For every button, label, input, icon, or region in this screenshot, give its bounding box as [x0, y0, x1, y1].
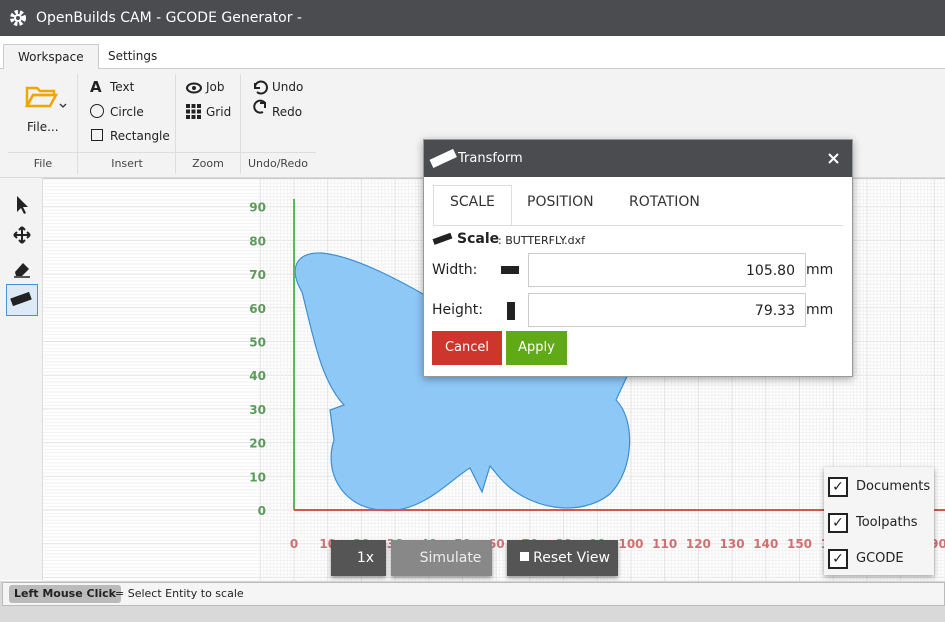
tab-bar: Workspace Settings	[0, 36, 945, 69]
eye-icon	[186, 82, 202, 94]
group-label: Zoom	[192, 157, 224, 170]
window-title: OpenBuilds CAM - GCODE Generator -	[36, 10, 302, 26]
text-icon: A	[90, 78, 102, 96]
y-tick-label: 80	[249, 234, 266, 248]
y-tick-label: 40	[249, 369, 266, 383]
width-input[interactable]: 105.80	[528, 253, 806, 287]
dialog-tab[interactable]: POSITION	[527, 194, 594, 210]
y-tick-label: 70	[249, 268, 266, 282]
layer-label: Documents	[856, 479, 931, 494]
reset-label: Reset View	[533, 550, 610, 566]
checkbox[interactable]: ✓	[828, 513, 848, 533]
width-icon	[501, 266, 519, 274]
separator	[240, 74, 241, 174]
x-tick-label: 110	[652, 537, 677, 551]
ruler-icon	[10, 291, 32, 307]
height-label: Height:	[432, 302, 483, 318]
x-tick-label: 120	[686, 537, 711, 551]
group-label: Undo/Redo	[247, 157, 309, 170]
insert-text[interactable]: Text	[110, 80, 135, 94]
tab[interactable]: Settings	[108, 49, 158, 63]
cancel-button[interactable]: Cancel	[432, 331, 502, 365]
folder-icon[interactable]	[25, 84, 67, 110]
y-tick-label: 20	[249, 437, 266, 451]
status-bar: Left Mouse Click = Select Entity to scal…	[2, 582, 945, 606]
apply-button[interactable]: Apply	[506, 331, 567, 365]
height-icon	[507, 302, 515, 320]
grid-icon	[186, 104, 201, 119]
y-tick-label: 10	[249, 470, 266, 484]
redo[interactable]: Redo	[272, 105, 303, 119]
circle-icon	[90, 104, 104, 118]
height-input[interactable]: 79.33	[528, 293, 806, 327]
toolbar	[0, 178, 43, 580]
simulate-label: Simulate	[419, 550, 482, 566]
dialog-tab[interactable]: ROTATION	[629, 194, 700, 210]
layer-toggle[interactable]: ✓ Documents	[828, 477, 932, 497]
separator	[175, 74, 176, 174]
dialog-header: Transform	[424, 140, 852, 177]
ruler-icon	[432, 232, 453, 245]
dialog-title: Transform	[458, 151, 523, 166]
x-tick-label: 130	[720, 537, 745, 551]
checkbox[interactable]: ✓	[828, 549, 848, 569]
reset-icon	[520, 552, 529, 561]
undo-redo-icons	[253, 80, 268, 114]
insert-rectangle[interactable]: Rectangle	[110, 129, 170, 143]
file-name: : BUTTERFLY.dxf	[498, 234, 585, 247]
zoom-grid[interactable]: Grid	[206, 105, 232, 119]
x-tick-label: 100	[618, 537, 643, 551]
title-bar: OpenBuilds CAM - GCODE Generator -	[0, 0, 945, 36]
status-text: = Select Entity to scale	[115, 587, 244, 600]
layer-toggle[interactable]: ✓ GCODE	[828, 549, 932, 569]
tool-icons[interactable]	[12, 194, 32, 334]
checkbox[interactable]: ✓	[828, 477, 848, 497]
ruler-icon	[429, 148, 457, 169]
layer-toggle[interactable]: ✓ Toolpaths	[828, 513, 932, 533]
gear-icon	[10, 10, 26, 26]
layer-label: GCODE	[856, 551, 904, 566]
scale-heading: Scale	[457, 231, 500, 247]
undo[interactable]: Undo	[272, 80, 304, 94]
y-tick-label: 0	[258, 504, 266, 518]
group-label: File	[33, 157, 53, 170]
layer-panel: ✓ Documents ✓ Toolpaths ✓ GCODE	[824, 467, 934, 575]
butterfly[interactable]	[294, 252, 631, 512]
status-key: Left Mouse Click	[9, 585, 121, 603]
x-tick-label: 140	[753, 537, 778, 551]
dialog-tab[interactable]: SCALE	[450, 194, 495, 210]
zoom-job[interactable]: Job	[206, 80, 225, 94]
tab[interactable]: Workspace	[3, 44, 99, 69]
y-tick-label: 50	[249, 336, 266, 350]
separator	[77, 74, 78, 174]
speed-label: 1x	[356, 550, 375, 566]
separator	[8, 152, 316, 153]
file-button[interactable]: File...	[27, 120, 59, 134]
speed-button[interactable]: 1x	[331, 540, 386, 576]
y-tick-label: 90	[249, 201, 266, 215]
close-button[interactable]	[828, 153, 839, 164]
group-label: Insert	[111, 157, 143, 170]
insert-circle[interactable]: Circle	[110, 105, 144, 119]
tab-active	[433, 185, 512, 226]
x-tick-label: 0	[290, 537, 298, 551]
transform-dialog: Transform SCALE POSITION ROTATION Scale …	[423, 139, 853, 377]
simulate-button[interactable]: Simulate	[391, 540, 492, 576]
unit: mm	[806, 302, 834, 318]
tab-line	[433, 225, 843, 226]
layer-label: Toolpaths	[856, 515, 918, 530]
rect-icon	[91, 129, 103, 141]
y-tick-label: 30	[249, 403, 266, 417]
width-label: Width:	[432, 262, 478, 278]
x-tick-label: 150	[787, 537, 812, 551]
x-tick-label: 60	[488, 537, 505, 551]
unit: mm	[806, 262, 834, 278]
y-tick-label: 60	[249, 302, 266, 316]
